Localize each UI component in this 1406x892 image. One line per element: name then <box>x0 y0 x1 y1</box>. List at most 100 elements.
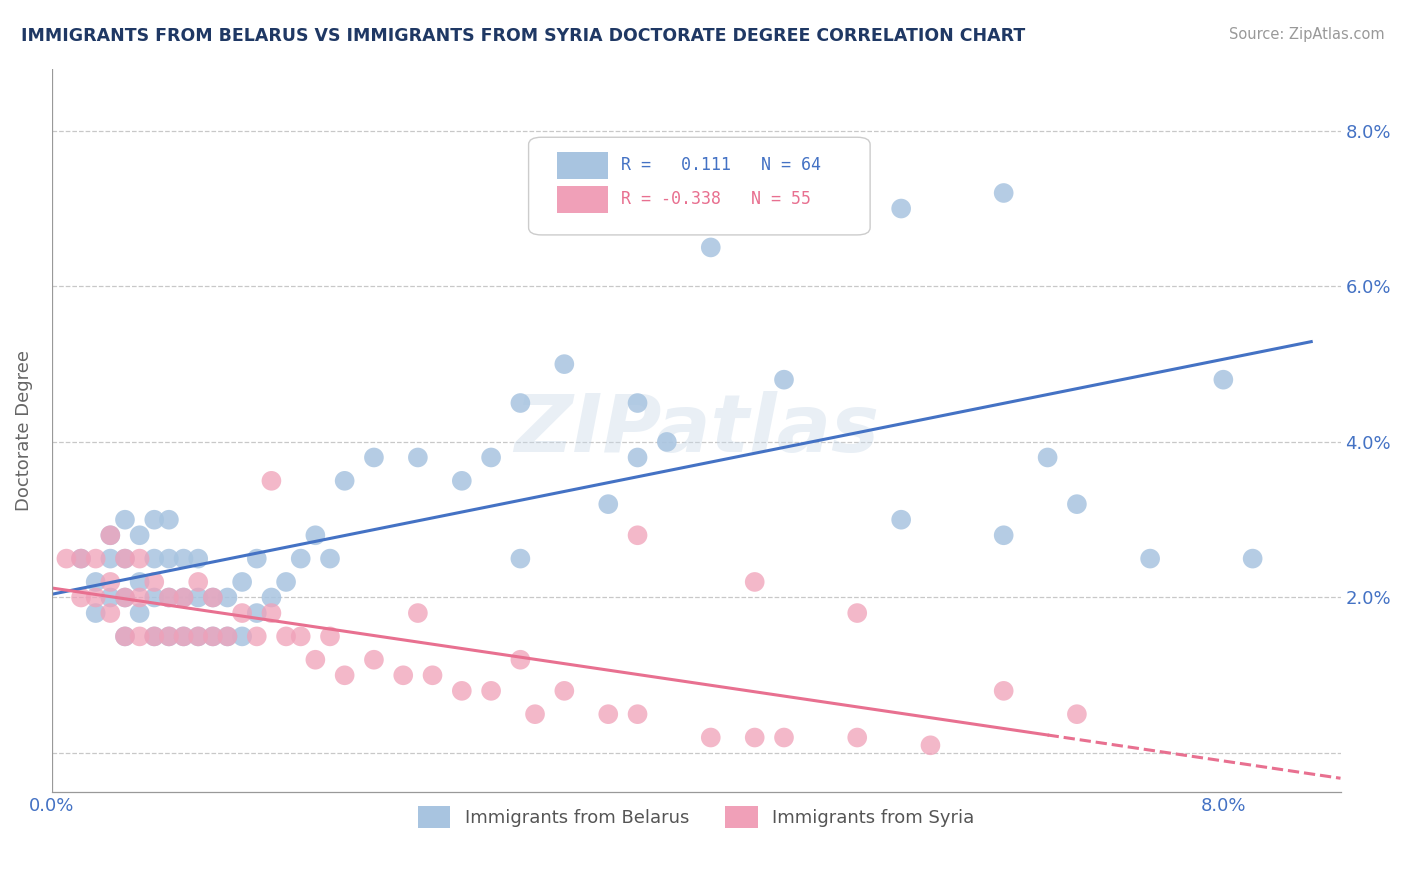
Text: R =   0.111   N = 64: R = 0.111 N = 64 <box>621 156 821 174</box>
Point <box>773 373 796 387</box>
Point <box>1036 450 1059 465</box>
Point <box>187 629 209 643</box>
Point <box>655 434 678 449</box>
Point <box>143 574 166 589</box>
Point <box>187 551 209 566</box>
Point <box>406 450 429 465</box>
Point <box>231 574 253 589</box>
Point <box>846 731 869 745</box>
Point <box>890 513 912 527</box>
Point <box>392 668 415 682</box>
Point <box>114 629 136 643</box>
Point <box>114 629 136 643</box>
Point <box>173 629 195 643</box>
Point <box>70 591 93 605</box>
Point <box>84 591 107 605</box>
Point <box>274 629 297 643</box>
Point <box>422 668 444 682</box>
Point <box>187 591 209 605</box>
FancyBboxPatch shape <box>557 186 609 213</box>
Point <box>700 731 723 745</box>
Point <box>406 606 429 620</box>
Point <box>333 668 356 682</box>
Point <box>626 707 648 722</box>
Point <box>201 629 224 643</box>
Point <box>450 474 472 488</box>
Point <box>98 606 121 620</box>
Point <box>553 683 575 698</box>
Point <box>626 450 648 465</box>
Point <box>290 629 312 643</box>
Point <box>70 551 93 566</box>
Point <box>479 683 502 698</box>
Point <box>114 551 136 566</box>
Point <box>744 731 766 745</box>
Point <box>319 551 342 566</box>
Point <box>84 606 107 620</box>
Point <box>70 551 93 566</box>
Point <box>114 591 136 605</box>
Point <box>157 591 180 605</box>
Point <box>553 357 575 371</box>
Point <box>231 629 253 643</box>
Point <box>598 497 620 511</box>
Point <box>157 629 180 643</box>
Point <box>114 551 136 566</box>
Point <box>157 513 180 527</box>
Text: Source: ZipAtlas.com: Source: ZipAtlas.com <box>1229 27 1385 42</box>
Point <box>509 551 531 566</box>
Point <box>217 629 239 643</box>
Point <box>450 683 472 698</box>
Point <box>143 629 166 643</box>
Point <box>626 528 648 542</box>
FancyBboxPatch shape <box>557 152 609 179</box>
Point <box>846 606 869 620</box>
Point <box>479 450 502 465</box>
Point <box>173 629 195 643</box>
Point <box>993 528 1015 542</box>
Point <box>260 606 283 620</box>
Point <box>304 528 326 542</box>
Point <box>333 474 356 488</box>
Point <box>84 551 107 566</box>
Point <box>98 551 121 566</box>
Point <box>993 186 1015 200</box>
Point <box>128 606 150 620</box>
Point <box>744 574 766 589</box>
Point <box>890 202 912 216</box>
Point <box>920 739 942 753</box>
Point <box>231 606 253 620</box>
Point <box>260 591 283 605</box>
Point <box>157 591 180 605</box>
Point <box>114 513 136 527</box>
Point <box>598 707 620 722</box>
Point <box>700 240 723 254</box>
Point <box>304 653 326 667</box>
Point <box>363 653 385 667</box>
Point <box>157 629 180 643</box>
Point <box>187 574 209 589</box>
Point <box>128 528 150 542</box>
Point <box>363 450 385 465</box>
Legend: Immigrants from Belarus, Immigrants from Syria: Immigrants from Belarus, Immigrants from… <box>411 798 981 835</box>
Text: IMMIGRANTS FROM BELARUS VS IMMIGRANTS FROM SYRIA DOCTORATE DEGREE CORRELATION CH: IMMIGRANTS FROM BELARUS VS IMMIGRANTS FR… <box>21 27 1025 45</box>
Point <box>246 551 269 566</box>
Point <box>143 551 166 566</box>
Text: ZIPatlas: ZIPatlas <box>513 392 879 469</box>
Point <box>114 591 136 605</box>
Point <box>187 629 209 643</box>
Point <box>319 629 342 643</box>
Point <box>55 551 77 566</box>
Point <box>201 591 224 605</box>
Point <box>246 606 269 620</box>
Point <box>84 574 107 589</box>
Point <box>201 629 224 643</box>
Point <box>157 551 180 566</box>
Point <box>274 574 297 589</box>
Point <box>773 731 796 745</box>
Point <box>201 591 224 605</box>
Point <box>98 591 121 605</box>
Point <box>744 202 766 216</box>
Point <box>128 574 150 589</box>
Point <box>98 528 121 542</box>
